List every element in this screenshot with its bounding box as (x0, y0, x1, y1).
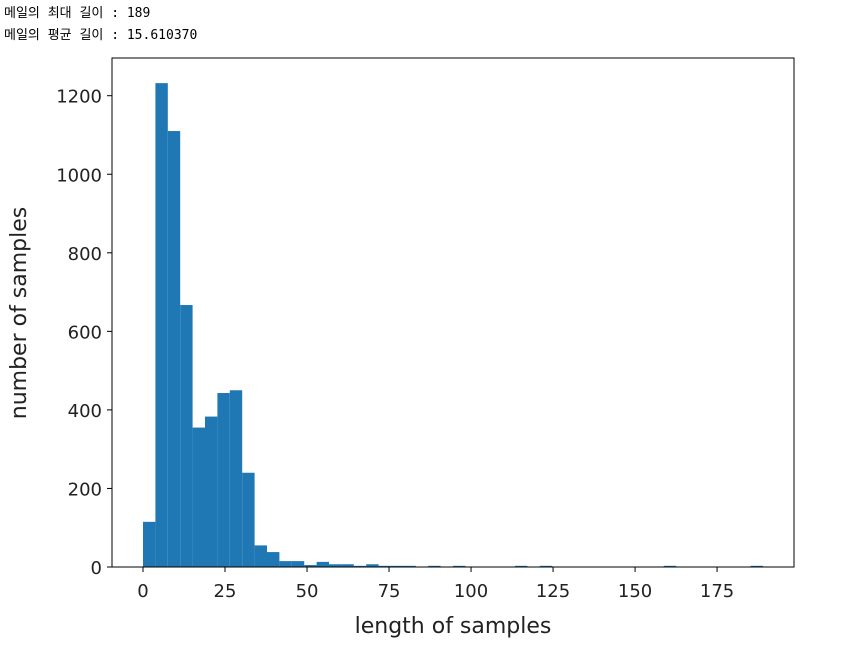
bar (353, 565, 367, 567)
bar (316, 561, 329, 567)
bar (167, 131, 181, 568)
bar (229, 390, 243, 567)
bar (329, 564, 342, 567)
output-line: 메일의 평균 길이 : 15.610370 (4, 28, 198, 43)
bar (143, 521, 156, 567)
bar (539, 565, 553, 567)
y-tick-label: 800 (68, 244, 102, 265)
bar (217, 393, 230, 567)
output-line: 메일의 최대 길이 : 189 (4, 6, 151, 21)
plot-frame (111, 57, 795, 568)
x-axis-label: length of samples (355, 614, 552, 639)
bar (304, 565, 317, 567)
x-tick-label: 150 (618, 581, 652, 602)
bar (378, 565, 391, 567)
bar (267, 552, 280, 567)
bar (453, 565, 466, 567)
x-tick-label: 75 (378, 581, 401, 602)
bar (391, 565, 404, 567)
bar (341, 564, 354, 567)
bar (750, 565, 763, 567)
bar (291, 561, 305, 567)
bar (205, 416, 218, 567)
x-tick-label: 25 (214, 581, 237, 602)
x-tick-label: 50 (296, 581, 319, 602)
bar (254, 545, 267, 567)
x-tick-label: 125 (536, 581, 570, 602)
bar (403, 565, 416, 567)
bar (192, 427, 205, 567)
y-tick-label: 400 (68, 401, 102, 422)
y-tick-label: 200 (68, 479, 102, 500)
x-tick-label: 175 (700, 581, 734, 602)
bar (242, 472, 255, 567)
bar (515, 565, 528, 567)
y-tick-label: 0 (91, 558, 102, 579)
bar (180, 305, 193, 567)
y-tick-label: 1000 (56, 165, 102, 186)
x-tick-label: 0 (137, 581, 148, 602)
y-axis-label: number of samples (7, 207, 32, 420)
y-tick-label: 1200 (56, 87, 102, 108)
bar (663, 565, 677, 567)
y-tick-label: 600 (68, 322, 102, 343)
bar (366, 564, 379, 567)
bar (428, 565, 441, 567)
bar (279, 561, 292, 567)
x-tick-label: 100 (454, 581, 488, 602)
bar (155, 83, 168, 567)
